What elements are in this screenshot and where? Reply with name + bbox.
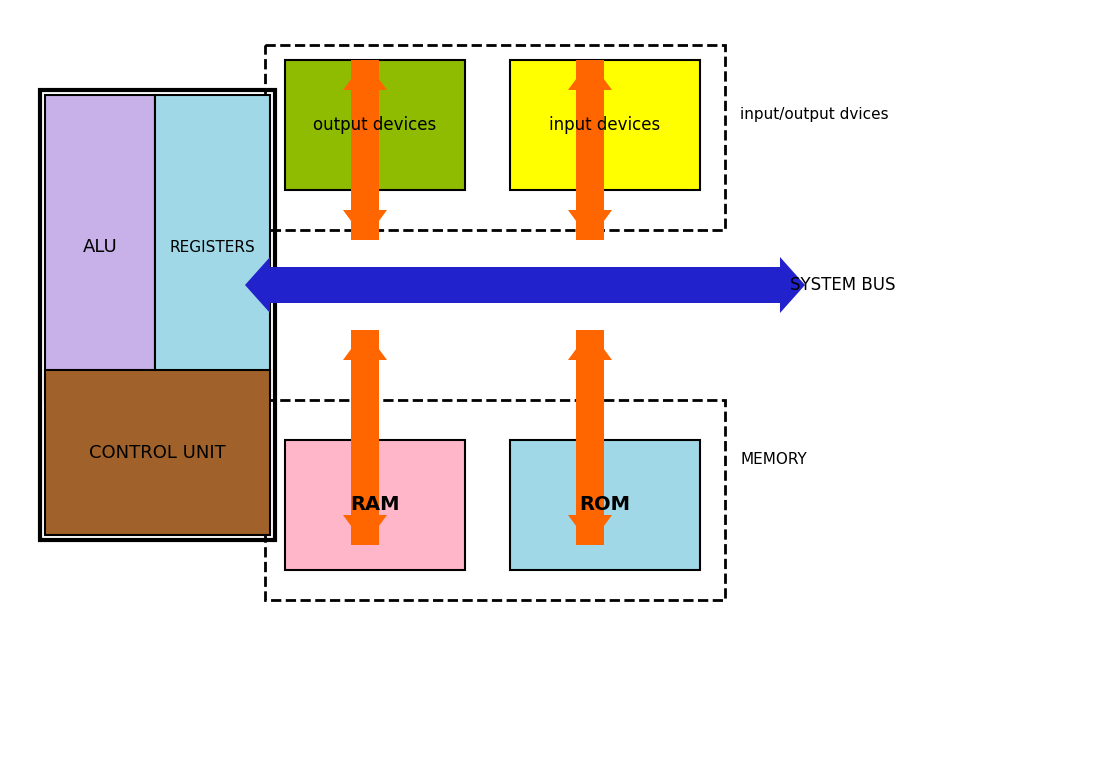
Polygon shape <box>780 257 805 313</box>
Bar <box>45 370 270 535</box>
Bar <box>351 330 379 545</box>
Text: CONTROL UNIT: CONTROL UNIT <box>89 443 226 462</box>
Polygon shape <box>569 330 612 360</box>
Bar <box>40 90 275 540</box>
Bar <box>155 95 270 400</box>
Bar <box>45 95 155 400</box>
Bar <box>285 60 465 190</box>
Bar <box>265 400 725 600</box>
Text: ROM: ROM <box>580 496 630 514</box>
Bar <box>576 330 604 545</box>
Polygon shape <box>343 515 386 545</box>
Polygon shape <box>343 330 386 360</box>
Bar <box>351 60 379 240</box>
Polygon shape <box>343 60 386 90</box>
Bar <box>285 440 465 570</box>
Text: SYSTEM BUS: SYSTEM BUS <box>790 276 896 294</box>
Polygon shape <box>569 60 612 90</box>
Bar <box>510 60 700 190</box>
Text: output devices: output devices <box>314 116 437 134</box>
Polygon shape <box>245 257 270 313</box>
Polygon shape <box>569 515 612 545</box>
Bar <box>265 45 725 230</box>
Polygon shape <box>569 210 612 240</box>
Bar <box>510 440 700 570</box>
Text: MEMORY: MEMORY <box>739 453 806 467</box>
Text: input devices: input devices <box>550 116 660 134</box>
Bar <box>576 60 604 240</box>
Text: input/output dvices: input/output dvices <box>739 107 889 123</box>
Text: REGISTERS: REGISTERS <box>170 240 256 255</box>
Bar <box>270 267 780 303</box>
Text: ALU: ALU <box>83 238 117 257</box>
Polygon shape <box>343 210 386 240</box>
Text: RAM: RAM <box>351 496 400 514</box>
